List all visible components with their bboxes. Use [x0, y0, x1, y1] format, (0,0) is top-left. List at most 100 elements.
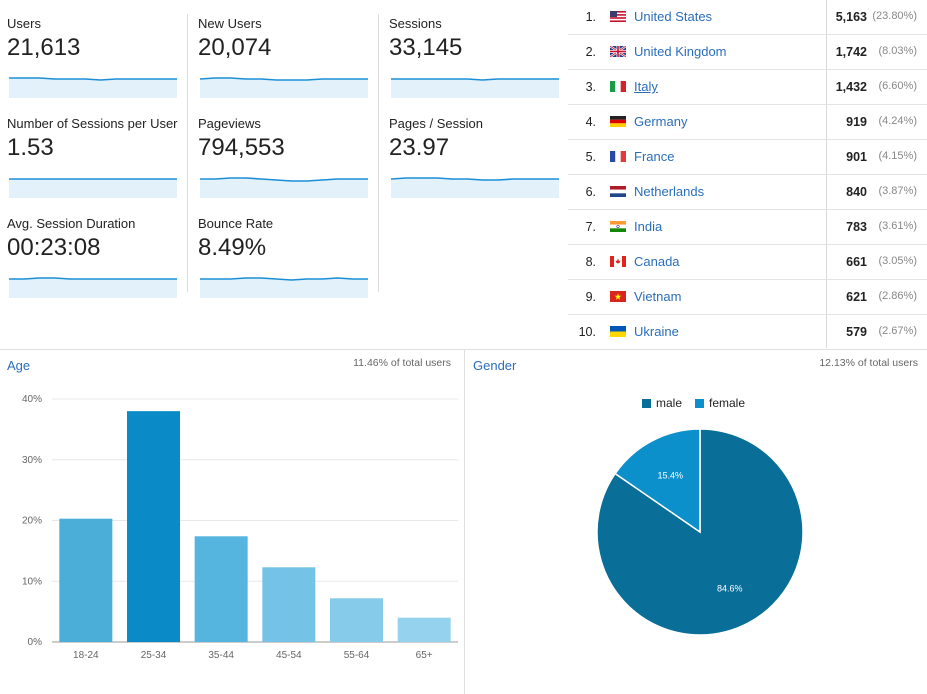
row-percent: (4.15%) — [878, 150, 917, 162]
bar-55-64[interactable] — [330, 598, 383, 642]
sparkline — [9, 178, 177, 198]
legend-label: male — [656, 396, 683, 410]
sparkline-area — [9, 78, 177, 98]
sparkline-area — [391, 178, 559, 198]
metric-avg-session-duration[interactable]: Avg. Session Duration 00:23:08 — [7, 216, 177, 298]
metric-sessions[interactable]: Sessions 33,145 — [389, 16, 559, 98]
country-link[interactable]: United Kingdom — [634, 44, 727, 59]
metric-label: Pages / Session — [389, 116, 483, 131]
row-rank: 4. — [585, 115, 596, 129]
pie-slice-label: 84.6% — [717, 584, 743, 594]
canada-flag-icon — [610, 256, 626, 267]
bar-45-54[interactable] — [262, 567, 316, 642]
row-percent: (23.80%) — [872, 10, 917, 22]
sparkline-area — [200, 178, 368, 198]
vietnam-flag-icon — [610, 291, 626, 302]
row-count: 621 — [846, 290, 867, 304]
table-row: 9. Vietnam 621 (2.86%) — [568, 280, 927, 315]
row-count: 840 — [846, 185, 867, 199]
table-row: 8. Canada 661 (3.05%) — [568, 245, 927, 280]
age-bar-chart: 0% 10% 20% 30% 40% 18-24 25-34 35-44 45-54 55-64 6… — [22, 394, 458, 661]
y-tick-label: 30% — [22, 455, 42, 466]
table-row: 6. Netherlands 840 (3.87%) — [568, 175, 927, 210]
us-flag-icon — [610, 11, 626, 22]
divider — [187, 14, 188, 292]
row-percent: (6.60%) — [878, 80, 917, 92]
y-tick-label: 40% — [22, 394, 42, 405]
bar-25-34[interactable] — [127, 411, 180, 642]
metric-value: 00:23:08 — [7, 234, 101, 261]
country-link[interactable]: India — [634, 219, 663, 234]
sparkline-area — [9, 179, 177, 198]
sparkline-line — [391, 78, 559, 81]
sparkline — [200, 77, 368, 98]
sparkline-line — [391, 177, 559, 181]
metric-label: Pageviews — [198, 116, 261, 131]
metric-value: 23.97 — [389, 134, 450, 161]
metric-pageviews[interactable]: Pageviews 794,553 — [198, 116, 368, 198]
sparkline — [9, 277, 177, 298]
row-count: 1,432 — [835, 80, 867, 94]
legend-swatch — [642, 399, 651, 408]
gender-pie-chart: 84.6% 15.4% — [596, 428, 804, 636]
sparkline-line — [200, 77, 368, 81]
panel-title: Gender — [473, 358, 517, 373]
panel-title: Age — [7, 358, 31, 373]
uk-flag-icon — [610, 46, 626, 57]
x-tick-label: 35-44 — [208, 650, 234, 661]
country-link[interactable]: Canada — [634, 254, 680, 269]
bar-18-24[interactable] — [59, 518, 113, 642]
germany-flag-icon — [610, 116, 626, 127]
x-tick-label: 55-64 — [344, 650, 370, 661]
row-rank: 3. — [585, 80, 596, 94]
row-rank: 8. — [585, 255, 596, 269]
y-tick-label: 0% — [28, 637, 43, 648]
sparkline-area — [200, 78, 368, 98]
metric-bounce-rate[interactable]: Bounce Rate 8.49% — [198, 216, 368, 298]
row-percent: (3.61%) — [878, 220, 917, 232]
row-percent: (3.87%) — [878, 185, 917, 197]
metric-label: Avg. Session Duration — [7, 216, 136, 231]
legend-swatch — [695, 399, 704, 408]
metric-label: Number of Sessions per User — [7, 116, 178, 131]
country-link[interactable]: United States — [634, 9, 713, 24]
x-tick-label: 25-34 — [141, 650, 167, 661]
legend-male[interactable]: male — [642, 396, 682, 410]
row-rank: 2. — [585, 45, 596, 59]
table-row: 5. France 901 (4.15%) — [568, 140, 927, 175]
bar-35-44[interactable] — [194, 536, 248, 642]
row-percent: (4.24%) — [878, 115, 917, 127]
country-link[interactable]: Germany — [634, 114, 688, 129]
row-rank: 5. — [585, 150, 596, 164]
metric-label: Bounce Rate — [198, 216, 274, 231]
metric-users[interactable]: Users 21,613 — [7, 16, 177, 98]
row-count: 5,163 — [835, 10, 867, 24]
sparkline — [9, 77, 177, 98]
country-link[interactable]: France — [634, 149, 675, 164]
pie-slice-female[interactable] — [614, 428, 701, 534]
metric-value: 8.49% — [198, 234, 267, 261]
metric-pages-per-session[interactable]: Pages / Session 23.97 — [389, 116, 559, 198]
country-link[interactable]: Italy — [634, 79, 658, 94]
country-link[interactable]: Vietnam — [634, 289, 682, 304]
italy-flag-icon — [610, 81, 626, 92]
table-row: 1. United States 5,163 (23.80%) — [568, 0, 927, 35]
country-link[interactable]: Ukraine — [634, 324, 679, 339]
metric-value: 20,074 — [198, 34, 272, 61]
ukraine-flag-icon — [610, 326, 626, 337]
panel-note: 11.46% of total users — [353, 357, 451, 369]
x-tick-label: 45-54 — [276, 650, 302, 661]
legend-female[interactable]: female — [695, 396, 745, 410]
metric-new-users[interactable]: New Users 20,074 — [198, 16, 368, 98]
bar-65+[interactable] — [397, 617, 451, 642]
sparkline-line — [200, 177, 368, 182]
metric-label: Users — [7, 16, 41, 31]
metric-sessions-per-user[interactable]: Number of Sessions per User 1.53 — [7, 116, 178, 198]
sparkline-line — [9, 77, 177, 81]
legend-label: female — [709, 396, 746, 410]
sparkline — [391, 78, 559, 98]
country-link[interactable]: Netherlands — [634, 184, 705, 199]
row-rank: 6. — [585, 185, 596, 199]
metric-value: 33,145 — [389, 34, 463, 61]
netherlands-flag-icon — [610, 186, 626, 197]
